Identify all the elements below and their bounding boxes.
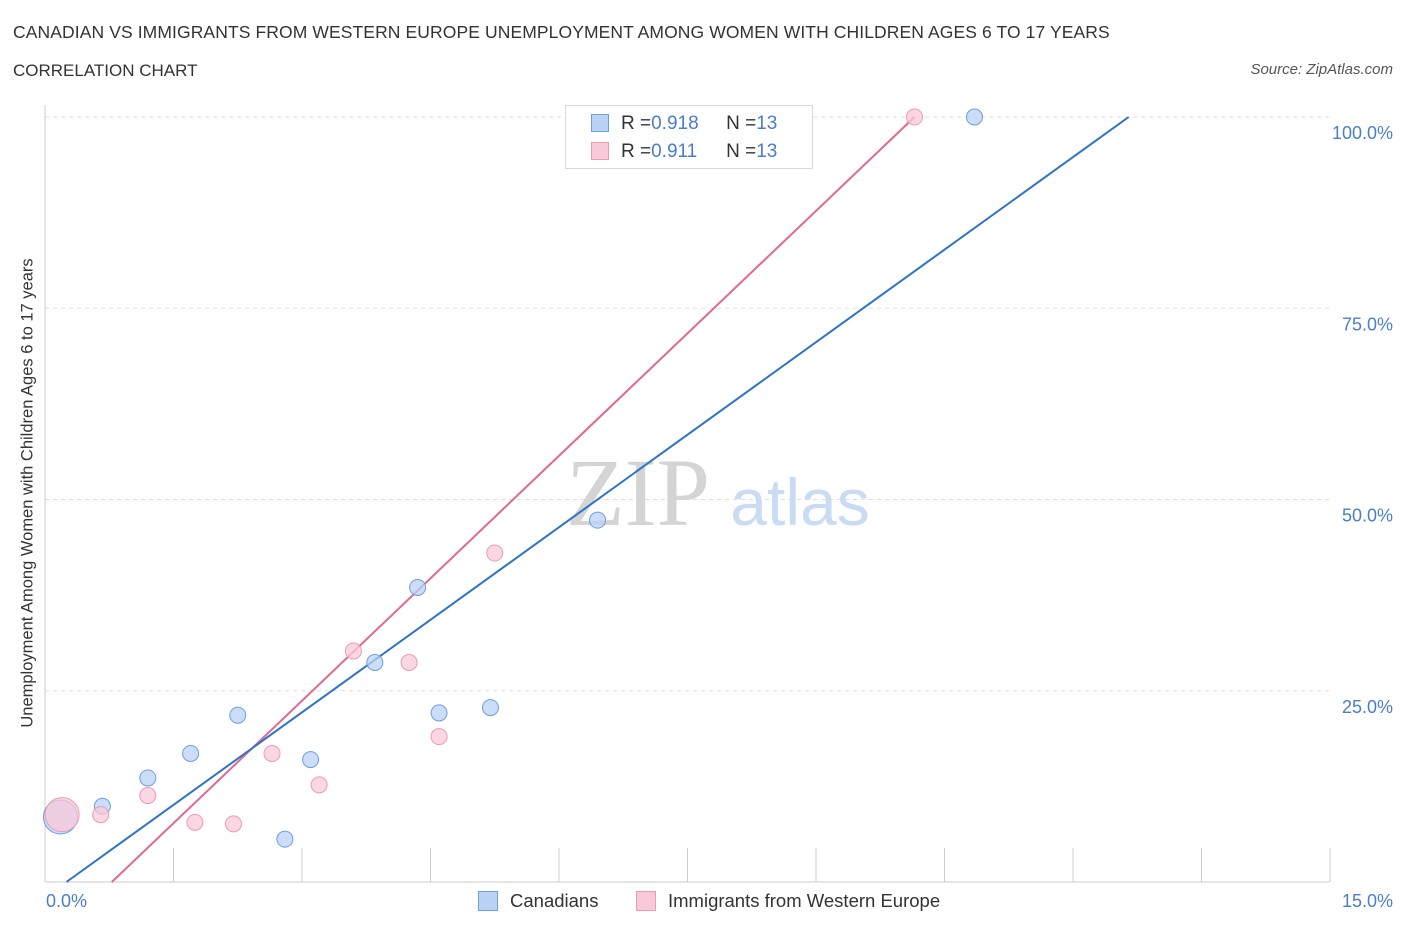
- x-tick-label-min: 0.0%: [46, 891, 88, 911]
- canadians-point: [430, 704, 448, 722]
- y-tick-label: 50.0%: [1342, 506, 1393, 526]
- canadians-point: [276, 830, 294, 848]
- legend-row-immigrants: R = 0.911 N = 13: [591, 141, 777, 163]
- immigrants-point: [186, 813, 204, 831]
- bottom-legend-immigrants: Immigrants from Western Europe: [636, 890, 940, 912]
- immigrants-point: [310, 776, 328, 794]
- immigrants-legend-swatch: [636, 891, 656, 911]
- canadians-point: [229, 706, 247, 724]
- legend-r-label: R =: [621, 141, 652, 162]
- legend-r-value: 0.911: [651, 141, 698, 162]
- legend-n-label: N =: [726, 141, 757, 162]
- canadians-point: [366, 653, 384, 671]
- immigrants-point: [400, 653, 418, 671]
- canadians-swatch: [591, 114, 609, 132]
- canadians-point: [965, 108, 983, 126]
- canadians-legend-swatch: [478, 891, 498, 911]
- canadians-point: [182, 744, 200, 762]
- legend-r-label: R =: [621, 113, 652, 134]
- axes: [44, 105, 1331, 883]
- immigrants-swatch: [591, 142, 609, 160]
- x-tick-label-max: 15.0%: [1341, 891, 1393, 911]
- immigrants-point: [263, 744, 281, 762]
- immigrants-trendline: [111, 116, 916, 883]
- chart-subtitle: CORRELATION CHART: [13, 61, 198, 80]
- canadians-point: [409, 578, 427, 596]
- immigrants-point: [430, 728, 448, 746]
- y-tick-label: 75.0%: [1342, 314, 1393, 334]
- immigrants-point: [92, 806, 110, 824]
- immigrants-legend-label: Immigrants from Western Europe: [668, 890, 941, 911]
- y-tick-label: 25.0%: [1342, 697, 1393, 717]
- immigrants-point: [44, 797, 80, 833]
- canadians-point: [139, 769, 157, 787]
- immigrants-point: [906, 108, 924, 126]
- immigrants-point: [224, 815, 242, 833]
- bottom-legend-canadians: Canadians: [478, 890, 598, 912]
- legend-n-value: 13: [756, 113, 778, 134]
- legend-row-canadians: R = 0.918 N = 13: [591, 113, 777, 135]
- immigrants-point: [139, 787, 157, 805]
- trendlines: [65, 116, 1130, 883]
- y-tick-label: 100.0%: [1332, 123, 1393, 143]
- immigrants-point: [486, 544, 504, 562]
- y-axis-label: Unemployment Among Women with Children A…: [18, 258, 37, 728]
- watermark-zip: ZIP: [566, 439, 710, 546]
- canadians-point: [481, 699, 499, 717]
- canadians-legend-label: Canadians: [510, 890, 599, 911]
- immigrants-point: [344, 642, 362, 660]
- chart-title: CANADIAN VS IMMIGRANTS FROM WESTERN EURO…: [13, 22, 1110, 42]
- canadians-trendline: [65, 116, 1130, 883]
- y-tick-labels: 25.0% 50.0% 75.0% 100.0%: [1332, 123, 1393, 717]
- gridlines: [45, 116, 1330, 692]
- source-label: Source: ZipAtlas.com: [1250, 61, 1393, 78]
- legend-n-label: N =: [726, 113, 757, 134]
- watermark-atlas: atlas: [730, 465, 869, 539]
- watermark: ZIP atlas: [566, 439, 870, 546]
- correlation-legend: R = 0.918 N = 13 R = 0.911 N = 13: [565, 105, 813, 169]
- data-points: [42, 108, 983, 848]
- canadians-point: [302, 751, 320, 769]
- canadians-point: [589, 511, 607, 529]
- legend-r-value: 0.918: [651, 113, 699, 134]
- legend-n-value: 13: [756, 141, 778, 162]
